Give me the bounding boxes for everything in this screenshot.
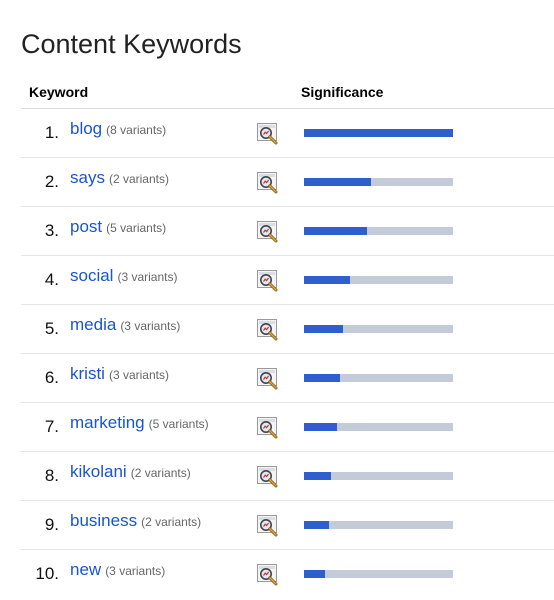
keyword-link[interactable]: post <box>70 217 103 236</box>
keyword-cell: kikolani (2 variants) <box>70 462 191 482</box>
keyword-variants: (3 variants) <box>108 368 169 382</box>
keyword-list: 1. blog (8 variants) 2. says (2 variants) <box>21 109 554 598</box>
magnifier-icon[interactable] <box>257 221 281 243</box>
keyword-variants: (2 variants) <box>130 466 191 480</box>
keyword-rank: 2. <box>44 172 59 191</box>
magnifier-icon[interactable] <box>257 172 281 194</box>
keyword-rank: 3. <box>44 221 59 240</box>
keyword-row: 6. kristi (3 variants) <box>21 354 554 403</box>
keyword-column-header: Keyword <box>29 84 89 100</box>
keyword-variants: (2 variants) <box>141 515 202 529</box>
keyword-cell: post (5 variants) <box>70 217 166 237</box>
magnifier-icon[interactable] <box>257 319 281 341</box>
keyword-rank: 1. <box>44 123 59 142</box>
significance-bar-fill <box>304 521 330 529</box>
keyword-link[interactable]: blog <box>70 119 103 138</box>
keyword-link[interactable]: new <box>70 560 102 579</box>
keyword-rank: 4. <box>44 270 59 289</box>
keyword-variants: (3 variants) <box>105 564 166 578</box>
significance-bar-fill <box>304 178 372 186</box>
keyword-row: 1. blog (8 variants) <box>21 109 554 158</box>
magnifier-icon[interactable] <box>257 368 281 390</box>
keyword-variants: (3 variants) <box>117 270 178 284</box>
keyword-link[interactable]: marketing <box>70 413 145 432</box>
magnifier-icon[interactable] <box>257 515 281 537</box>
significance-bar <box>304 374 453 382</box>
keyword-rank: 7. <box>44 417 59 436</box>
significance-bar-fill <box>304 472 331 480</box>
keyword-cell: media (3 variants) <box>70 315 180 335</box>
keyword-variants: (8 variants) <box>106 123 167 137</box>
magnifier-icon[interactable] <box>257 417 281 439</box>
keyword-variants: (5 variants) <box>148 417 209 431</box>
keyword-row: 8. kikolani (2 variants) <box>21 452 554 501</box>
keyword-row: 2. says (2 variants) <box>21 158 554 207</box>
significance-bar <box>304 423 453 431</box>
significance-bar <box>304 521 453 529</box>
significance-bar <box>304 276 453 284</box>
keyword-row: 10. new (3 variants) <box>21 550 554 598</box>
table-header: Keyword Significance <box>21 84 554 106</box>
keyword-link[interactable]: social <box>70 266 114 285</box>
keyword-row: 7. marketing (5 variants) <box>21 403 554 452</box>
keyword-variants: (5 variants) <box>106 221 167 235</box>
keyword-row: 9. business (2 variants) <box>21 501 554 550</box>
keyword-row: 5. media (3 variants) <box>21 305 554 354</box>
keyword-link[interactable]: business <box>70 511 138 530</box>
keyword-link[interactable]: kikolani <box>70 462 127 481</box>
keyword-rank: 8. <box>44 466 59 485</box>
keyword-link[interactable]: says <box>70 168 105 187</box>
magnifier-icon[interactable] <box>257 123 281 145</box>
keyword-variants: (2 variants) <box>108 172 169 186</box>
significance-bar <box>304 472 453 480</box>
keyword-cell: blog (8 variants) <box>70 119 166 139</box>
keyword-cell: business (2 variants) <box>70 511 201 531</box>
keyword-row: 4. social (3 variants) <box>21 256 554 305</box>
keyword-cell: kristi (3 variants) <box>70 364 169 384</box>
keyword-cell: says (2 variants) <box>70 168 169 188</box>
significance-bar-fill <box>304 325 343 333</box>
page-title: Content Keywords <box>21 29 242 59</box>
significance-column-header: Significance <box>301 84 384 100</box>
keyword-rank: 10. <box>35 564 59 583</box>
significance-bar-fill <box>304 423 337 431</box>
significance-bar <box>304 178 453 186</box>
significance-bar-fill <box>304 129 453 137</box>
keyword-rank: 6. <box>44 368 59 387</box>
significance-bar <box>304 570 453 578</box>
keyword-cell: new (3 variants) <box>70 560 165 580</box>
keyword-rank: 9. <box>44 515 59 534</box>
keyword-cell: social (3 variants) <box>70 266 178 286</box>
magnifier-icon[interactable] <box>257 466 281 488</box>
header-divider <box>21 108 554 109</box>
keyword-link[interactable]: kristi <box>70 364 105 383</box>
magnifier-icon[interactable] <box>257 564 281 586</box>
magnifier-icon[interactable] <box>257 270 281 292</box>
keyword-cell: marketing (5 variants) <box>70 413 209 433</box>
significance-bar-fill <box>304 570 325 578</box>
significance-bar-fill <box>304 374 340 382</box>
significance-bar <box>304 227 453 235</box>
keyword-rank: 5. <box>44 319 59 338</box>
significance-bar <box>304 129 453 137</box>
significance-bar <box>304 325 453 333</box>
significance-bar-fill <box>304 276 351 284</box>
keyword-link[interactable]: media <box>70 315 117 334</box>
keyword-variants: (3 variants) <box>120 319 181 333</box>
keyword-row: 3. post (5 variants) <box>21 207 554 256</box>
significance-bar-fill <box>304 227 367 235</box>
